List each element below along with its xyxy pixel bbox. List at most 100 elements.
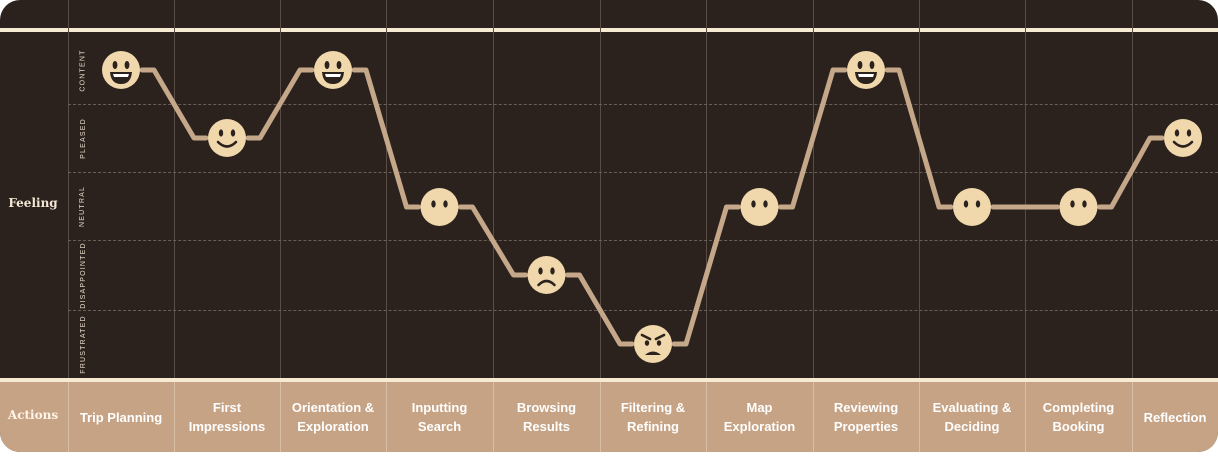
action-divider xyxy=(174,382,175,452)
face-mouth xyxy=(645,351,661,355)
level-gridline xyxy=(68,310,1218,311)
emotion-pleased-icon xyxy=(208,119,246,157)
action-completing-booking: Completing Booking xyxy=(1025,382,1132,452)
action-reviewing-properties: Reviewing Properties xyxy=(813,382,919,452)
action-divider xyxy=(813,382,814,452)
face-circle xyxy=(102,51,140,89)
column-gridline xyxy=(813,0,814,378)
face-brow xyxy=(654,333,666,341)
face-eye xyxy=(1070,200,1075,208)
action-divider xyxy=(386,382,387,452)
face-mouth xyxy=(216,140,238,148)
action-label: Completing Booking xyxy=(1042,400,1115,434)
action-label: Filtering & Refining xyxy=(620,400,686,434)
action-label: Reviewing Properties xyxy=(833,400,899,434)
column-gridline xyxy=(386,0,387,378)
action-browsing-results: Browsing Results xyxy=(493,382,600,452)
action-trip-planning: Trip Planning xyxy=(68,382,174,452)
face-eye xyxy=(124,61,130,69)
face-circle xyxy=(634,325,672,363)
action-divider xyxy=(919,382,920,452)
face-eye xyxy=(644,340,650,346)
action-evaluating-deciding: Evaluating & Deciding xyxy=(919,382,1025,452)
face-teeth xyxy=(325,74,341,77)
face-eye xyxy=(431,200,436,208)
face-eye xyxy=(857,61,863,69)
face-circle xyxy=(847,51,885,89)
face-eye xyxy=(1174,129,1180,137)
face-eye xyxy=(963,200,969,208)
face-eye xyxy=(324,61,330,69)
column-gridline xyxy=(706,0,707,378)
action-divider xyxy=(68,382,69,452)
actions-row-title: Actions xyxy=(7,408,59,422)
column-gridline xyxy=(68,0,69,378)
action-map-exploration: Map Exploration xyxy=(706,382,813,452)
face-eye xyxy=(763,200,768,208)
actions-band xyxy=(0,382,1218,452)
face-eye xyxy=(975,200,981,208)
face-circle xyxy=(953,188,991,226)
action-reflection: Reflection xyxy=(1132,382,1218,452)
face-eye xyxy=(656,340,662,346)
emotion-neutral-icon xyxy=(740,188,779,226)
face-eye xyxy=(112,61,118,69)
action-first-impressions: First Impressions xyxy=(174,382,280,452)
face-circle xyxy=(208,119,246,157)
face-teeth xyxy=(113,74,129,77)
face-eye xyxy=(218,129,224,137)
face-eye xyxy=(1186,129,1192,137)
emotion-neutral-icon xyxy=(1059,188,1098,226)
face-teeth xyxy=(858,74,874,77)
level-gridline xyxy=(68,240,1218,241)
column-gridline xyxy=(919,0,920,378)
action-label: Orientation & Exploration xyxy=(291,400,375,434)
face-eye xyxy=(869,61,875,69)
face-mouth xyxy=(1172,140,1194,148)
column-gridline xyxy=(280,0,281,378)
action-divider xyxy=(1025,382,1026,452)
face-circle xyxy=(420,188,459,226)
level-gridline xyxy=(68,172,1218,173)
action-divider xyxy=(600,382,601,452)
face-mouth xyxy=(537,279,556,287)
feeling-row-title: Feeling xyxy=(8,196,58,210)
face-circle xyxy=(527,256,566,294)
column-gridline xyxy=(174,0,175,378)
face-eye xyxy=(538,267,543,275)
emotion-content-icon xyxy=(102,51,140,89)
face-eye xyxy=(751,200,756,208)
action-label: Trip Planning xyxy=(79,409,163,425)
face-circle xyxy=(1164,119,1202,157)
face-eye xyxy=(230,129,236,137)
action-label: Map Exploration xyxy=(723,400,796,434)
action-label: Browsing Results xyxy=(516,400,577,434)
emotion-content-icon xyxy=(847,51,885,89)
face-circle xyxy=(1059,188,1098,226)
face-circle xyxy=(314,51,352,89)
face-eye xyxy=(443,200,448,208)
emotion-pleased-icon xyxy=(1164,119,1202,157)
face-eye xyxy=(1082,200,1087,208)
column-gridline xyxy=(493,0,494,378)
top-divider xyxy=(0,28,1218,32)
emotion-content-icon xyxy=(314,51,352,89)
emotion-disappointed-icon xyxy=(527,256,566,294)
column-gridline xyxy=(600,0,601,378)
action-inputting-search: Inputting Search xyxy=(386,382,493,452)
action-label: Inputting Search xyxy=(411,400,468,434)
column-gridline xyxy=(1132,0,1133,378)
bottom-divider xyxy=(0,378,1218,382)
action-label: Evaluating & Deciding xyxy=(932,400,1012,434)
action-label: First Impressions xyxy=(188,400,266,434)
face-brow xyxy=(640,333,652,341)
action-divider xyxy=(280,382,281,452)
face-eye xyxy=(336,61,342,69)
action-divider xyxy=(1132,382,1133,452)
action-divider xyxy=(706,382,707,452)
emotion-frustrated-icon xyxy=(634,325,672,363)
action-label: Reflection xyxy=(1143,409,1207,425)
action-divider xyxy=(493,382,494,452)
